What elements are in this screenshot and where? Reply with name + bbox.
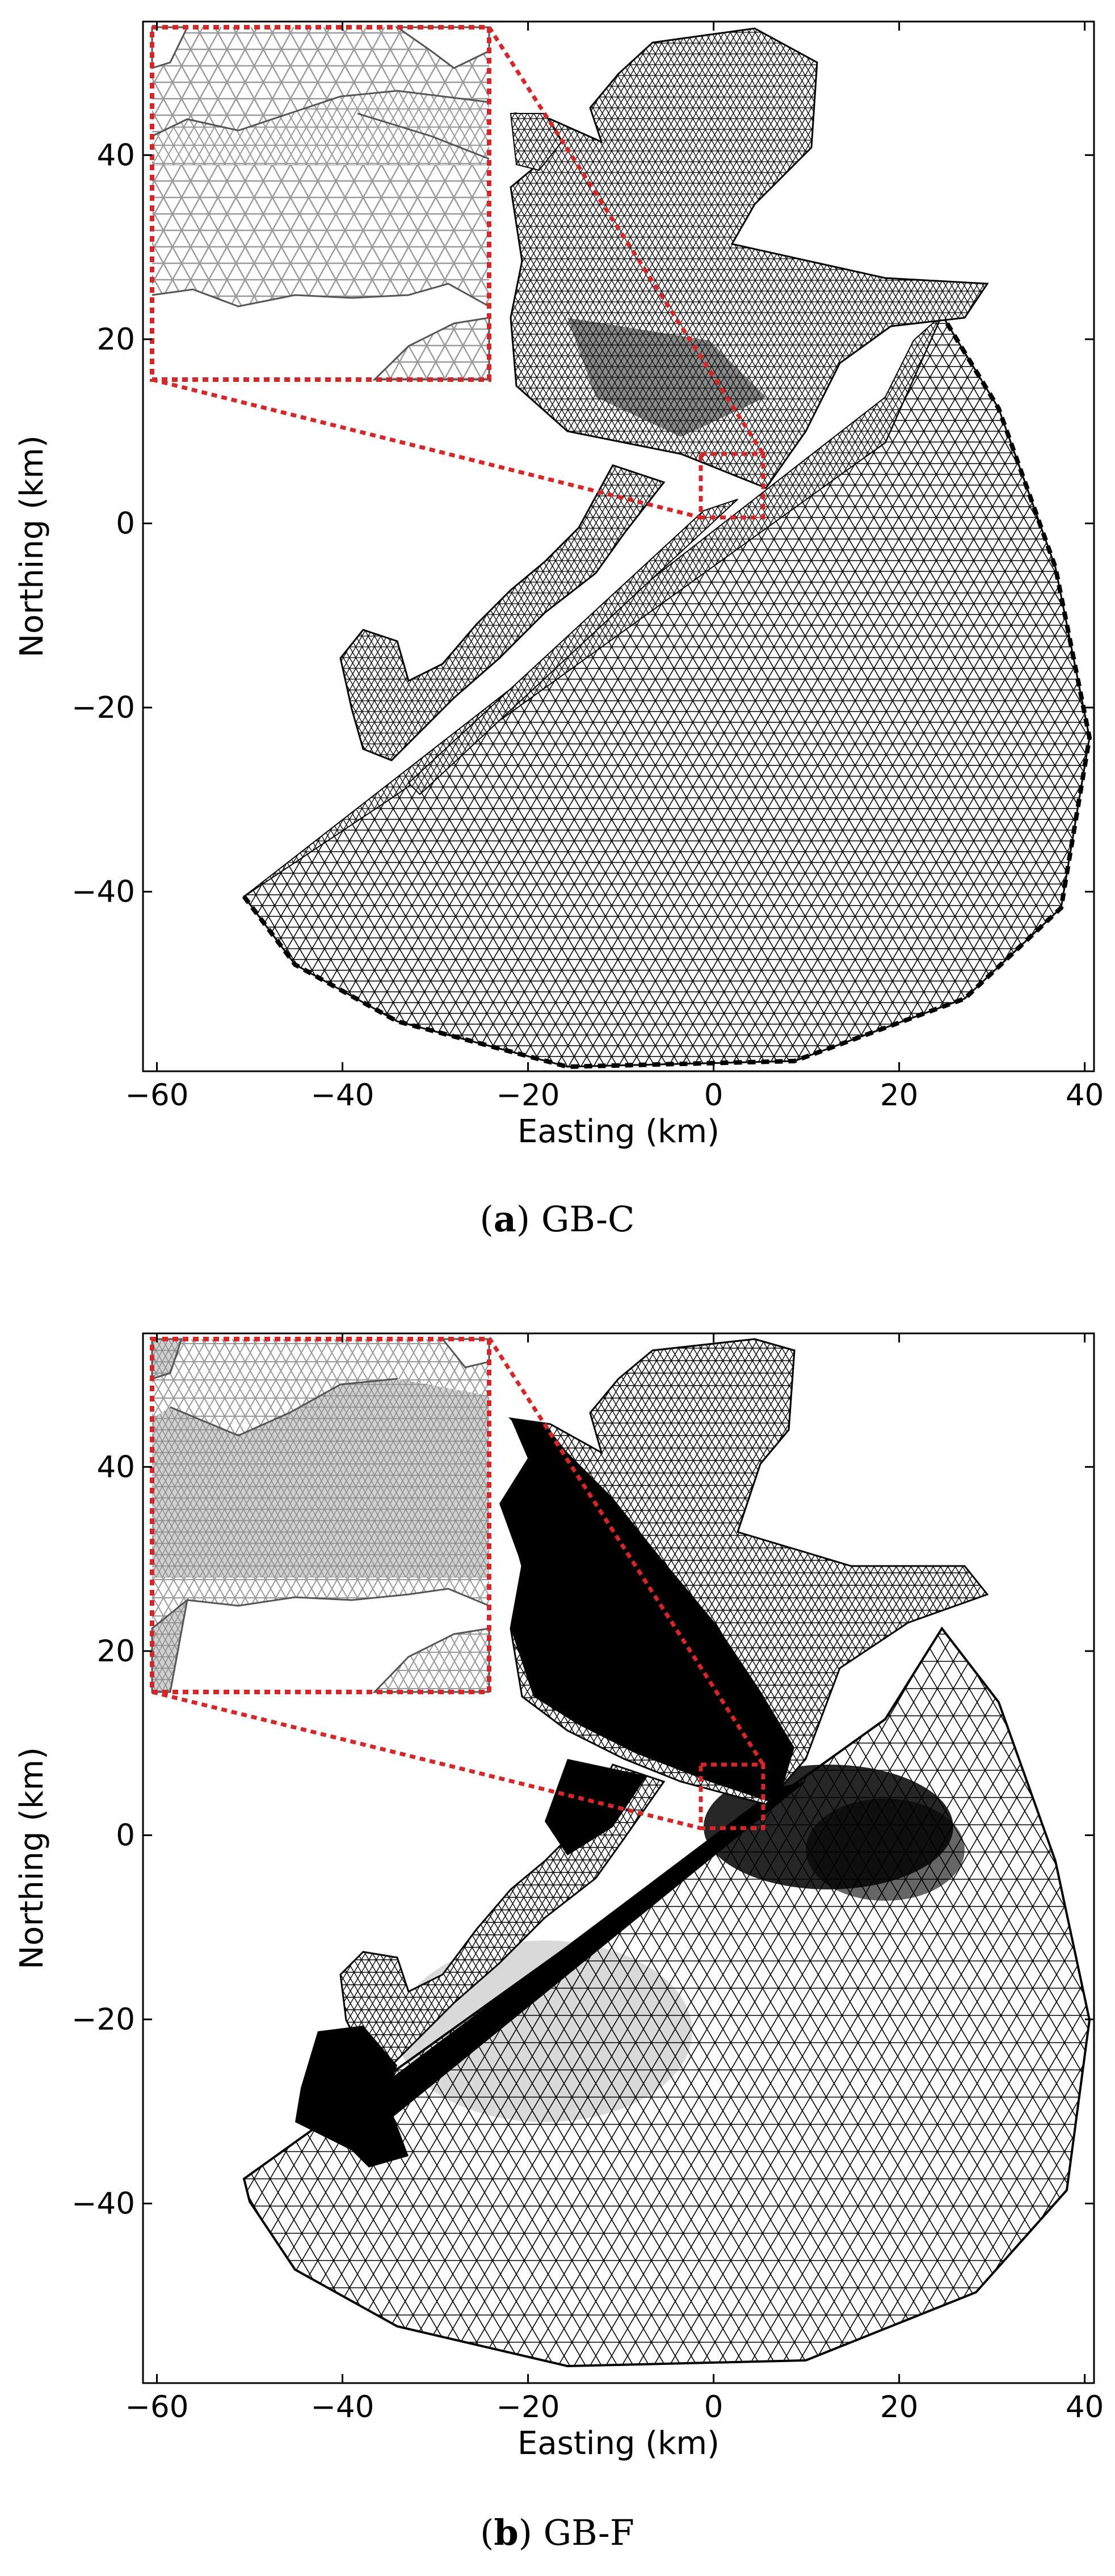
axes-frame-a <box>142 20 1095 1072</box>
barrier-island-a <box>339 464 666 761</box>
x-tick-label: 40 <box>1066 2390 1104 2425</box>
zoom-box-b <box>699 1762 765 1830</box>
mesh-b <box>242 1338 1091 2368</box>
x-axis-label: Easting (km) <box>517 2425 720 2462</box>
x-tick-label: −40 <box>311 1078 375 1113</box>
x-tick-label: 20 <box>880 2390 918 2425</box>
axes-labels-a: −60 −40 −20 0 20 40 −40 −20 0 20 40 Easting (km) Nor… <box>14 22 1104 1150</box>
x-tick-label: 0 <box>704 1078 723 1113</box>
panel-a <box>142 20 1095 1072</box>
caption-a: (a) GB-C <box>480 1198 635 1240</box>
y-tick-label: −20 <box>71 691 135 725</box>
x-tick-label: 20 <box>880 1078 918 1113</box>
y-tick-label: −40 <box>71 2187 135 2221</box>
y-tick-label: 0 <box>116 506 135 541</box>
x-tick-label: −60 <box>125 2390 189 2425</box>
x-tick-label: 0 <box>704 2390 723 2425</box>
y-tick-label: 40 <box>97 138 135 172</box>
zoom-box-a <box>699 452 765 520</box>
caption-b: (b) GB-F <box>480 2512 634 2553</box>
x-axis-label: Easting (km) <box>517 1113 720 1150</box>
y-tick-label: −40 <box>71 875 135 910</box>
y-tick-label: 20 <box>97 322 135 357</box>
y-axis-label: Northing (km) <box>14 1747 51 1969</box>
inset-a <box>150 25 491 382</box>
x-tick-label: 40 <box>1066 1078 1104 1113</box>
y-axis-label: Northing (km) <box>14 435 51 658</box>
y-tick-label: 20 <box>97 1634 135 1669</box>
panel-b <box>142 1332 1095 2384</box>
inset-b <box>150 1337 491 1694</box>
x-tick-label: −20 <box>497 2390 560 2425</box>
axes-labels-b: −60 −40 −20 0 20 40 −40 −20 0 20 40 Easting (km) Nor… <box>14 1333 1104 2462</box>
x-tick-label: −60 <box>125 1078 189 1113</box>
y-tick-label: 0 <box>116 1818 135 1853</box>
mesh-a <box>242 27 1092 1070</box>
x-tick-label: −40 <box>311 2390 375 2425</box>
y-tick-label: −20 <box>71 2002 135 2037</box>
y-tick-label: 40 <box>97 1450 135 1484</box>
x-tick-label: −20 <box>497 1078 560 1113</box>
axes-frame-b <box>142 1332 1095 2384</box>
